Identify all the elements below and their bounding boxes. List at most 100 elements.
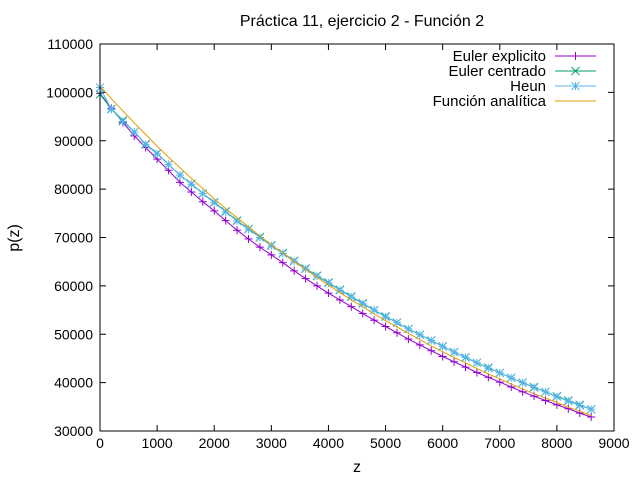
data-point — [472, 358, 482, 368]
data-point — [324, 289, 333, 298]
series-3 — [99, 85, 592, 416]
data-point — [221, 216, 230, 225]
x-tick-label: 2000 — [199, 435, 230, 451]
data-point — [233, 226, 242, 235]
data-point — [118, 117, 128, 126]
data-point — [438, 341, 448, 351]
data-point — [392, 328, 401, 337]
y-tick-label: 60000 — [54, 278, 93, 294]
data-point — [370, 316, 379, 325]
data-point — [255, 233, 265, 242]
data-point — [381, 322, 390, 331]
data-point — [552, 392, 562, 402]
x-tick-label: 8000 — [541, 435, 572, 451]
x-tick-label: 3000 — [256, 435, 287, 451]
y-tick-label: 80000 — [54, 181, 93, 197]
legend-label: Heun — [510, 78, 546, 95]
data-point — [587, 412, 596, 421]
y-axis-title: p(z) — [6, 224, 23, 252]
plot-frame — [99, 43, 615, 432]
data-point — [255, 243, 264, 252]
data-point — [450, 357, 459, 366]
y-tick-label: 30000 — [54, 423, 93, 439]
data-point — [564, 404, 573, 413]
y-tick-label: 110000 — [47, 36, 93, 52]
series-2 — [95, 83, 596, 414]
series-layer — [95, 83, 596, 421]
data-point — [107, 104, 116, 114]
data-point — [335, 295, 344, 304]
data-point — [529, 383, 539, 392]
legend-entry: Euler centrado — [448, 63, 596, 80]
x-tick-label: 0 — [96, 435, 104, 451]
data-point — [175, 178, 184, 187]
y-tick-label: 90000 — [54, 133, 93, 149]
data-point — [301, 274, 310, 283]
data-point — [586, 404, 596, 414]
data-point — [198, 197, 207, 206]
data-point — [324, 278, 333, 288]
data-point — [187, 179, 196, 189]
data-point — [313, 281, 322, 290]
data-point — [438, 352, 447, 361]
data-point — [278, 258, 287, 267]
data-point — [461, 363, 470, 372]
data-point — [415, 330, 425, 340]
data-point — [472, 368, 481, 377]
legend-entry: Euler explicito — [453, 48, 596, 65]
data-point — [415, 340, 424, 349]
data-point — [267, 250, 276, 259]
x-tick-label: 4000 — [313, 435, 344, 451]
data-point — [563, 396, 573, 406]
x-tick-label: 6000 — [427, 435, 458, 451]
data-point — [392, 318, 402, 327]
data-point — [484, 373, 493, 382]
data-point — [164, 160, 173, 169]
x-tick-label: 9000 — [598, 435, 629, 451]
data-point — [495, 378, 504, 387]
data-point — [484, 363, 493, 373]
data-point — [129, 127, 139, 137]
series-1 — [95, 89, 596, 414]
data-point — [175, 170, 185, 180]
y-tick-label: 40000 — [54, 375, 93, 391]
data-point — [427, 346, 436, 355]
y-tick-label: 100000 — [46, 84, 93, 100]
x-tick-label: 1000 — [142, 435, 173, 451]
data-point — [232, 216, 242, 226]
series-line — [99, 93, 592, 410]
data-point — [381, 312, 390, 322]
chart-title: Práctica 11, ejercicio 2 - Función 2 — [240, 13, 484, 30]
data-point — [461, 353, 470, 362]
legend-marker — [571, 81, 580, 91]
data-point — [575, 401, 585, 410]
data-point — [244, 234, 253, 243]
series-line — [99, 85, 592, 416]
data-point — [152, 149, 162, 159]
series-line — [99, 87, 592, 410]
legend-label: Euler explicito — [453, 48, 546, 65]
legend-label: Euler centrado — [448, 63, 546, 80]
data-point — [449, 347, 459, 357]
data-point — [347, 302, 356, 311]
x-tick-label: 7000 — [484, 435, 515, 451]
data-point — [426, 336, 436, 345]
data-point — [210, 206, 219, 215]
data-point — [187, 188, 196, 197]
legend-entry: Función analítica — [433, 93, 596, 110]
data-point — [141, 140, 151, 149]
data-point — [221, 207, 230, 217]
data-point — [404, 335, 413, 344]
data-point — [290, 266, 299, 275]
legend-marker — [571, 52, 580, 60]
legend-marker — [571, 66, 580, 76]
data-point — [506, 373, 516, 383]
data-point — [518, 378, 527, 387]
ticks-layer: 0 1000 2000 3000 4000 5000 6000 7000 8000 9000 300… — [46, 36, 629, 451]
x-axis-title: z — [353, 459, 361, 476]
legend-entry: Heun — [510, 78, 596, 95]
y-tick-label: 70000 — [54, 230, 93, 246]
data-point — [541, 387, 550, 397]
